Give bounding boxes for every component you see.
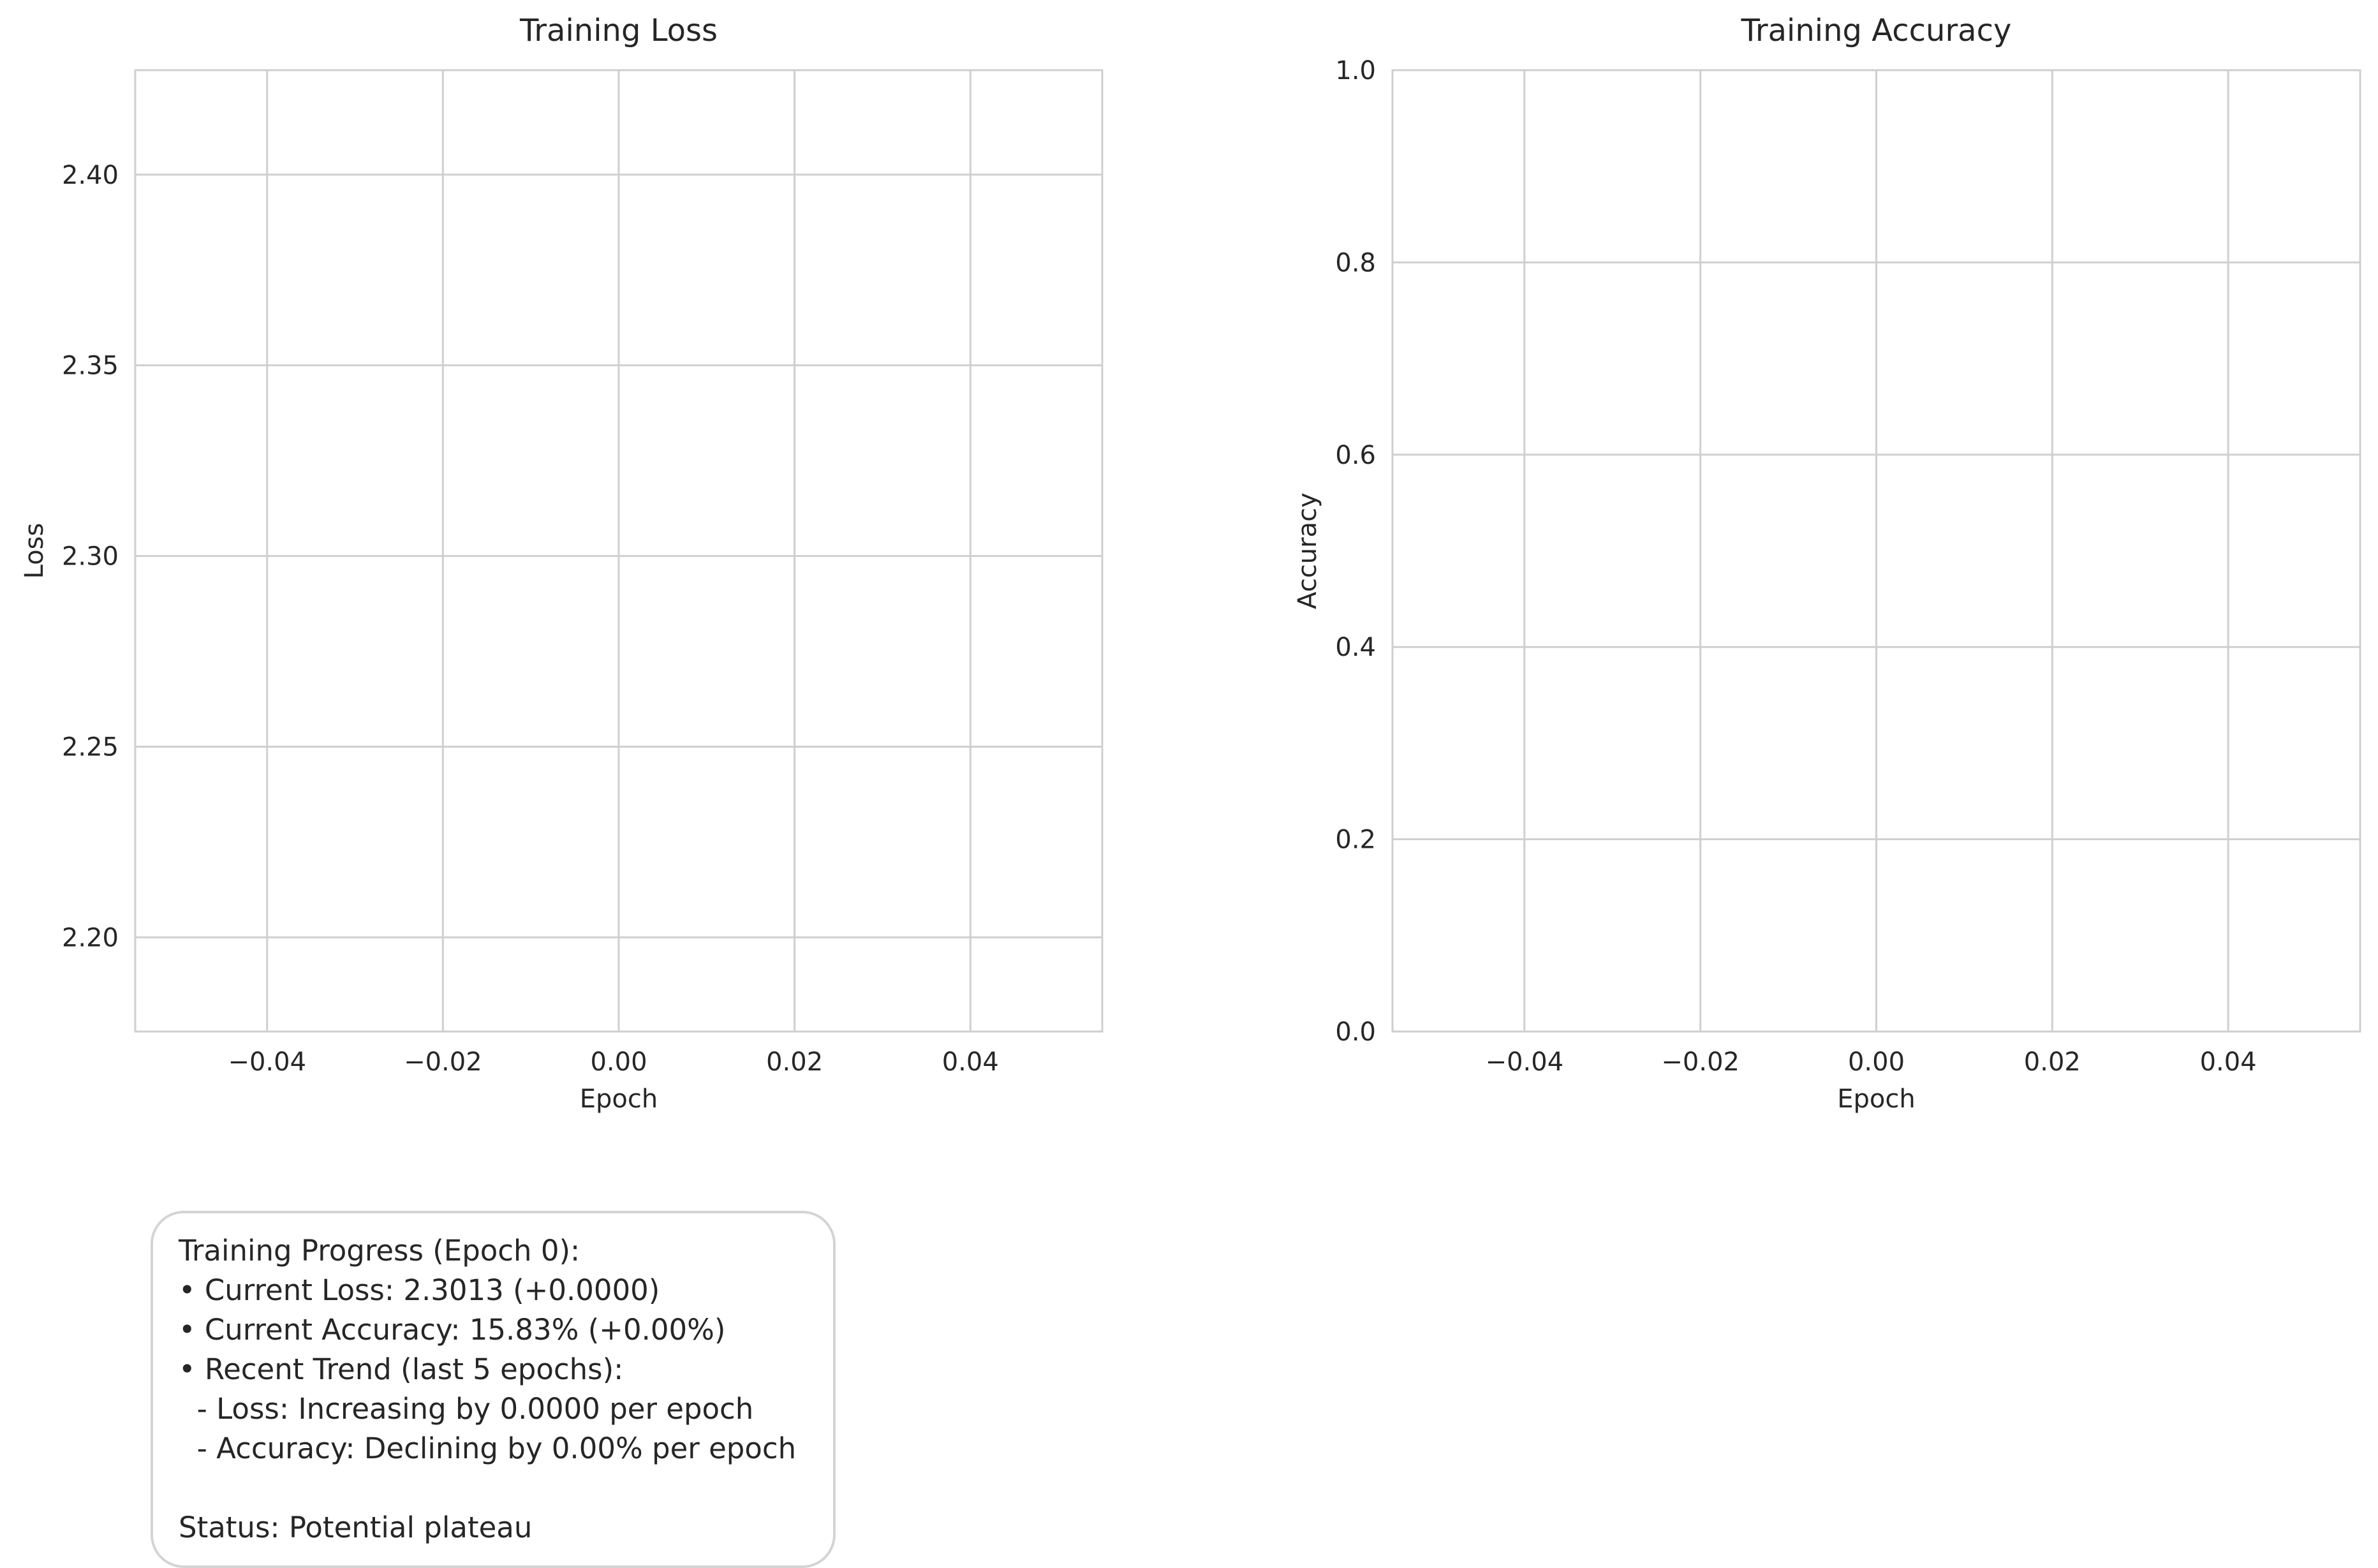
loss-y-tick-label: 2.40 [62, 161, 119, 190]
accuracy-y-tick-label: 0.6 [1335, 441, 1376, 470]
accuracy-x-tick-label: 0.02 [2024, 1047, 2081, 1077]
loss-y-tick-label: 2.30 [62, 542, 119, 572]
status-line-current-loss: • Current Loss: 2.3013 (+0.0000) [179, 1273, 660, 1307]
accuracy-chart-title: Training Accuracy [1741, 13, 2012, 48]
loss-x-axis-label: Epoch [580, 1084, 658, 1114]
accuracy-y-axis-label: Accuracy [1293, 492, 1322, 609]
loss-plot-frame [134, 69, 1104, 1033]
accuracy-x-tick-label: 0.00 [1848, 1047, 1905, 1077]
training-status-text: Training Progress (Epoch 0): • Current L… [179, 1231, 796, 1548]
status-line-accuracy-trend: - Accuracy: Declining by 0.00% per epoch [179, 1431, 797, 1465]
accuracy-y-tick-label: 0.8 [1335, 248, 1376, 277]
loss-chart-title: Training Loss [519, 13, 718, 48]
status-line-title: Training Progress (Epoch 0): [179, 1234, 580, 1268]
accuracy-x-axis-label: Epoch [1837, 1084, 1915, 1114]
accuracy-x-tick-label: −0.04 [1486, 1047, 1564, 1077]
accuracy-y-tick-label: 0.2 [1335, 825, 1376, 855]
status-line-loss-trend: - Loss: Increasing by 0.0000 per epoch [179, 1392, 754, 1426]
loss-x-tick-label: 0.02 [766, 1047, 823, 1077]
status-line-recent-trend: • Recent Trend (last 5 epochs): [179, 1352, 624, 1386]
loss-x-tick-label: −0.04 [228, 1047, 306, 1077]
accuracy-x-tick-label: −0.02 [1661, 1047, 1739, 1077]
loss-y-axis-label: Loss [20, 523, 49, 579]
accuracy-y-tick-label: 0.4 [1335, 633, 1376, 662]
accuracy-plot-frame [1391, 69, 2361, 1033]
accuracy-x-tick-label: 0.04 [2200, 1047, 2257, 1077]
status-line-current-accuracy: • Current Accuracy: 15.83% (+0.00%) [179, 1313, 726, 1347]
loss-x-tick-label: −0.02 [404, 1047, 482, 1077]
loss-y-tick-label: 2.20 [62, 923, 119, 952]
accuracy-y-tick-label: 0.0 [1335, 1017, 1376, 1047]
accuracy-chart: −0.04 −0.02 0.00 0.02 0.04 0.0 0.2 0.4 0.6 0.8 1.0… [1293, 13, 2361, 1114]
loss-chart: −0.04 −0.02 0.00 0.02 0.04 2.20 2.25 2.30 2.35 2.… [20, 13, 1104, 1114]
loss-x-tick-label: 0.04 [942, 1047, 999, 1077]
loss-y-tick-label: 2.35 [62, 351, 119, 381]
status-line-status: Status: Potential plateau [179, 1511, 533, 1544]
accuracy-y-tick-label: 1.0 [1335, 56, 1376, 85]
loss-y-tick-label: 2.25 [62, 732, 119, 762]
loss-x-tick-label: 0.00 [590, 1047, 647, 1077]
status-line-blank [179, 1468, 796, 1508]
training-status-box [151, 1211, 836, 1568]
